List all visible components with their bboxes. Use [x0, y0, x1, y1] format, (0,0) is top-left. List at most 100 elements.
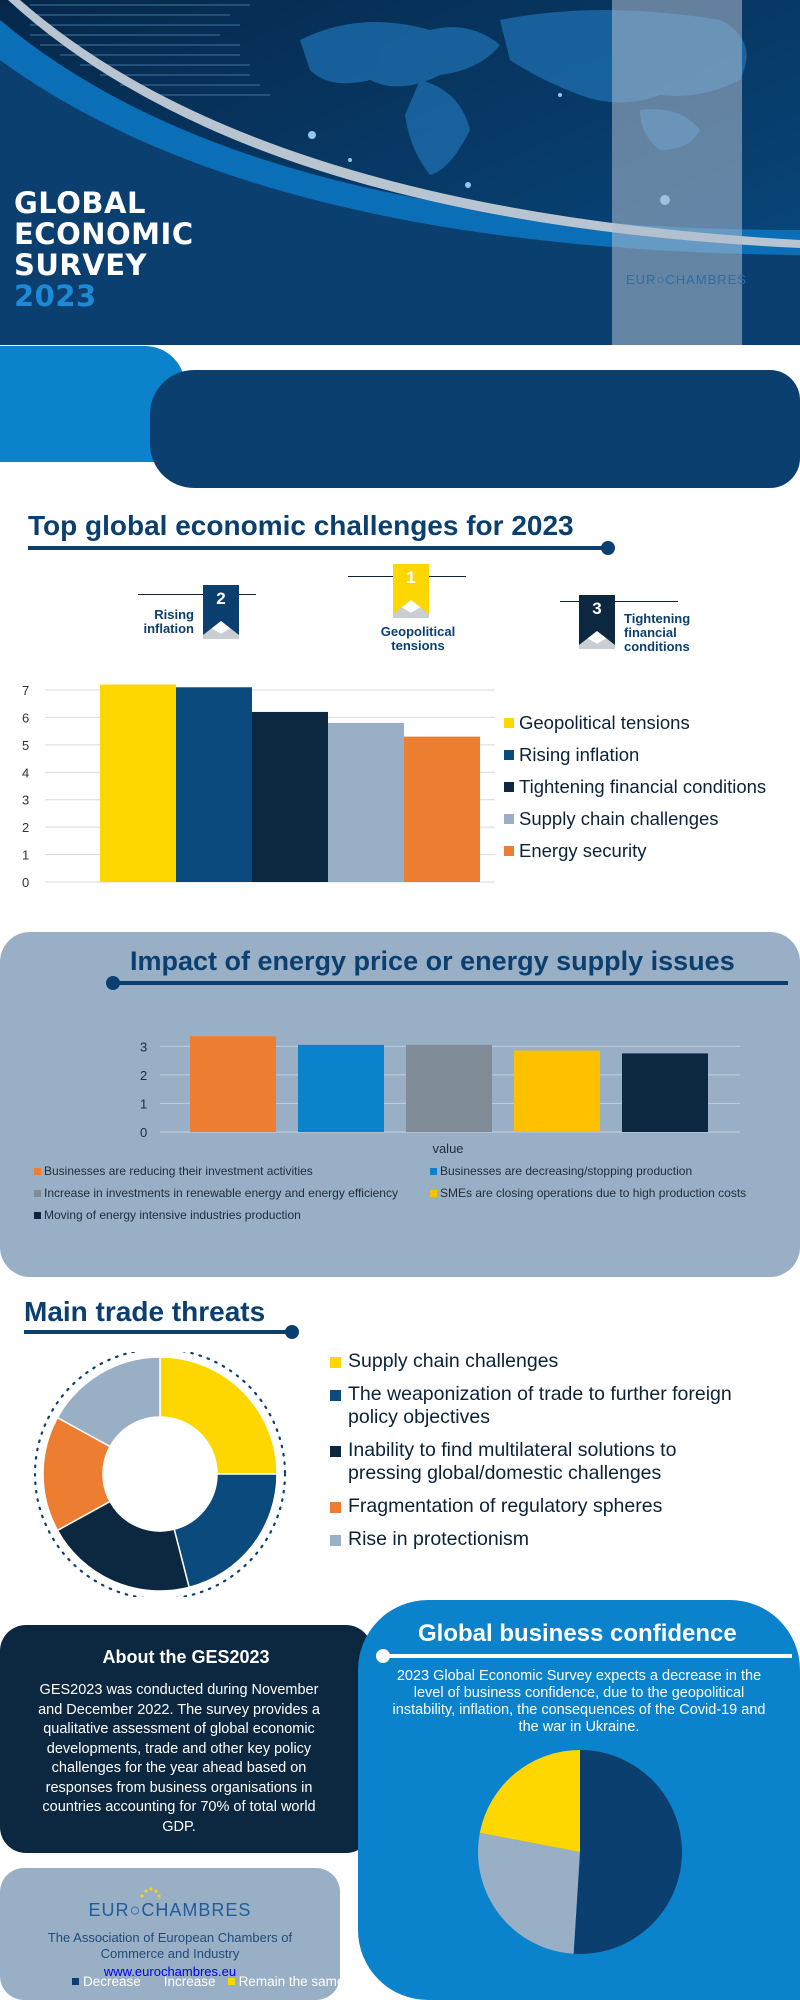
eurochambres-logo: EUR○CHAMBRES — [626, 272, 747, 287]
legend-swatch — [152, 1978, 160, 1985]
slice-decrease — [573, 1750, 683, 1954]
legend-swatch — [227, 1978, 235, 1985]
rank-1-label: Geopolitical tensions — [380, 624, 456, 653]
bar-energy-security — [404, 736, 480, 882]
legend-label: Supply chain challenges — [519, 808, 719, 829]
legend-item: Remain the same — [227, 1974, 345, 1989]
legend-label: Rise in protectionism — [348, 1528, 529, 1550]
y-tick-label: 7 — [22, 683, 29, 698]
hero-title-line-2: ECONOMIC — [14, 217, 194, 251]
energy-bar-chart: 0 1 2 3 value — [140, 1036, 740, 1156]
energy-title-dot — [106, 976, 120, 990]
legend-item: Rise in protectionism — [330, 1528, 750, 1551]
bar-rising-inflation — [176, 687, 252, 882]
challenges-title-rule — [28, 546, 610, 550]
about-text: GES2023 was conducted during November an… — [38, 1682, 320, 1835]
legend-item: Increase — [152, 1974, 216, 1989]
legend-item: Fragmentation of regulatory spheres — [330, 1495, 750, 1518]
legend-label: Inability to find multilateral solutions… — [348, 1439, 677, 1484]
legend-swatch — [330, 1502, 341, 1513]
legend-item: Inability to find multilateral solutions… — [330, 1439, 750, 1485]
confidence-text: 2023 Global Economic Survey expects a de… — [392, 1668, 766, 1735]
bar-supply-chain-challenges — [328, 722, 404, 882]
legend-label: SMEs are closing operations due to high … — [440, 1186, 747, 1200]
legend-swatch — [504, 718, 514, 728]
legend-item: Businesses are reducing their investment… — [34, 1164, 313, 1178]
legend-swatch — [504, 814, 514, 824]
legend-item: The weaponization of trade to further fo… — [330, 1383, 750, 1429]
header-banner: GLOBAL ECONOMIC SURVEY 2023 EUR○CHAMBRES — [0, 0, 800, 345]
confidence-legend: Decrease Increase Remain the same — [72, 1974, 344, 1989]
bar-increase-in-investments-in-renewable-ene — [406, 1044, 492, 1132]
legend-label: Remain the same — [238, 1974, 345, 1989]
legend-label: Businesses are decreasing/stopping produ… — [440, 1164, 693, 1178]
legend-item: Businesses are decreasing/stopping produ… — [430, 1164, 692, 1178]
legend-swatch — [430, 1167, 437, 1175]
trade-title-rule — [24, 1330, 294, 1334]
slice-rise-in-protectionism — [56, 1356, 161, 1448]
organisation-card: EUR○CHAMBRES The Association of European… — [0, 1868, 340, 2000]
org-website-link[interactable]: www.eurochambres.eu — [103, 1964, 237, 1979]
challenges-title-dot — [601, 541, 615, 555]
energy-title: Impact of energy price or energy supply … — [130, 946, 735, 976]
trade-donut-chart — [33, 1352, 287, 1597]
y-tick-label: 6 — [22, 710, 29, 725]
bar-geopolitical-tensions — [100, 684, 176, 882]
legend-item: SMEs are closing operations due to high … — [430, 1186, 746, 1200]
y-tick-label: 1 — [22, 848, 29, 863]
y-tick-label: 3 — [140, 1039, 147, 1054]
hero-title-line-1: GLOBAL — [14, 186, 146, 220]
challenges-bar-chart: 0 1 2 3 4 5 6 7 Geopolitical tensions Rising infl… — [22, 683, 766, 890]
y-tick-label: 2 — [22, 820, 29, 835]
confidence-title: Global business confidence — [418, 1620, 737, 1647]
legend-label: Moving of energy intensive industries pr… — [44, 1208, 301, 1222]
header-side-panel — [612, 0, 742, 345]
y-tick-label: 0 — [22, 875, 29, 890]
rank-2-label: Rising inflation — [143, 607, 194, 636]
slice-supply-chain-challenges — [159, 1356, 278, 1475]
y-tick-label: 4 — [22, 765, 29, 780]
confidence-pie-chart — [478, 1750, 683, 1954]
legend-label: Geopolitical tensions — [519, 712, 690, 733]
legend-swatch — [504, 846, 514, 856]
rank-3-line — [560, 601, 678, 602]
legend-label: Energy security — [519, 840, 647, 861]
legend-label: The weaponization of trade to further fo… — [348, 1383, 732, 1428]
stars-icon — [140, 1887, 161, 1898]
legend-swatch — [34, 1189, 41, 1197]
legend-swatch — [330, 1390, 341, 1401]
legend-swatch — [330, 1357, 341, 1368]
legend-item: Decrease — [72, 1974, 141, 1989]
y-tick-label: 2 — [140, 1068, 147, 1083]
legend-swatch — [72, 1978, 79, 1985]
slice-increase — [478, 1832, 580, 1954]
legend-label: Increase — [163, 1974, 216, 1989]
legend-label: Decrease — [83, 1974, 141, 1989]
bar-businesses-are-reducing-their-investment — [190, 1036, 276, 1132]
rank-2-line — [138, 594, 256, 595]
legend-label: Tightening financial conditions — [519, 776, 766, 797]
trade-title-dot — [285, 1325, 299, 1339]
bar-smes-are-closing-operations-due-to-high- — [514, 1050, 600, 1132]
rank-3-ribbon: 3 — [579, 595, 615, 645]
y-tick-label: 3 — [22, 793, 29, 808]
slice-inability-to-find-multilateral-solutions — [56, 1500, 191, 1592]
confidence-title-rule — [382, 1654, 792, 1658]
x-axis-label: value — [432, 1141, 463, 1156]
legend-item: Moving of energy intensive industries pr… — [34, 1208, 301, 1222]
bar-businesses-are-decreasing-stopping-produ — [298, 1044, 384, 1132]
legend-label: Increase in investments in renewable ene… — [44, 1186, 398, 1200]
navy-banner-card — [150, 370, 800, 488]
legend-swatch — [330, 1535, 341, 1546]
confidence-title-dot — [376, 1649, 390, 1663]
legend-label: Supply chain challenges — [348, 1350, 559, 1372]
bar-moving-of-energy-intensive-industries-pr — [622, 1053, 708, 1132]
rank-2-ribbon: 2 — [203, 585, 239, 635]
y-tick-label: 5 — [22, 738, 29, 753]
hero-title: GLOBAL ECONOMIC SURVEY 2023 — [14, 188, 194, 312]
legend-swatch — [430, 1189, 437, 1197]
trade-legend: Supply chain challenges The weaponization… — [330, 1350, 750, 1551]
y-tick-label: 0 — [140, 1125, 147, 1140]
slice-the-weaponization-of-trade-to-further-fo — [173, 1473, 278, 1589]
challenges-title: Top global economic challenges for 2023 — [28, 510, 574, 541]
